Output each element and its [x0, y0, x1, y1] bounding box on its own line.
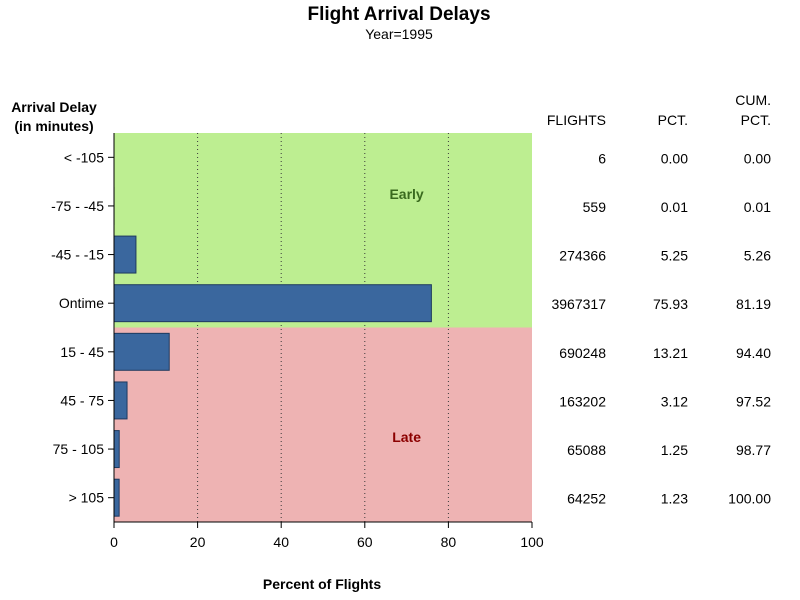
table-cell: 3.12: [661, 393, 688, 409]
bar: [113, 235, 137, 274]
table-cell: 0.00: [744, 150, 771, 166]
table-cell: 97.52: [736, 393, 771, 409]
y-axis-title-line2: (in minutes): [14, 118, 93, 134]
table-cell: 5.25: [661, 248, 688, 264]
table-header: PCT.: [741, 112, 771, 128]
x-axis: 0 20 40 60 80 100: [110, 521, 544, 550]
category-label: < -105: [64, 149, 104, 165]
x-tick-label: 0: [110, 534, 118, 550]
x-tick-label: 60: [357, 534, 373, 550]
y-axis-title-line1: Arrival Delay: [11, 99, 97, 115]
table-cell: 98.77: [736, 442, 771, 458]
table-cell: 559: [583, 199, 607, 215]
table-cell: 65088: [567, 442, 606, 458]
category-label: Ontime: [59, 295, 104, 311]
x-tick-label: 40: [273, 534, 289, 550]
category-label: > 105: [69, 490, 105, 506]
x-tick-label: 100: [520, 534, 544, 550]
table-header: FLIGHTS: [547, 112, 606, 128]
bar: [113, 332, 170, 371]
table-cell: 64252: [567, 491, 606, 507]
table-cell: 13.21: [653, 345, 688, 361]
table-cell: 1.25: [661, 442, 688, 458]
category-label: -45 - -15: [51, 247, 104, 263]
table-cell: 100.00: [728, 491, 771, 507]
table-cell: 75.93: [653, 296, 688, 312]
region-late: [114, 327, 532, 522]
data-table: FLIGHTS PCT. CUM. PCT. 6 0.00 0.00 559 0.01 0.01 2…: [547, 92, 771, 507]
bar: [113, 284, 432, 323]
category-label: -75 - -45: [51, 198, 104, 214]
table-cell: 274366: [559, 248, 606, 264]
table-cell: 5.26: [744, 248, 771, 264]
chart-subtitle: Year=1995: [365, 26, 433, 42]
table-cell: 163202: [559, 393, 606, 409]
plot-area: Early Late: [113, 133, 532, 522]
x-axis-title: Percent of Flights: [263, 576, 381, 592]
table-cell: 0.01: [744, 199, 771, 215]
table-cell: 6: [598, 150, 606, 166]
x-tick-label: 80: [441, 534, 457, 550]
table-cell: 0.00: [661, 150, 688, 166]
region-label-late: Late: [392, 429, 421, 445]
table-cell: 94.40: [736, 345, 771, 361]
table-cell: 0.01: [661, 199, 688, 215]
category-label: 15 - 45: [60, 344, 104, 360]
table-cell: 81.19: [736, 296, 771, 312]
table-header: PCT.: [658, 112, 688, 128]
table-cell: 690248: [559, 345, 606, 361]
bar: [113, 478, 120, 517]
x-tick-label: 20: [190, 534, 206, 550]
table-cell: 1.23: [661, 491, 688, 507]
bar: [113, 430, 120, 469]
y-axis: < -105 -75 - -45 -45 - -15 Ontime 15 - 45 45 …: [51, 133, 115, 522]
category-label: 75 - 105: [53, 441, 105, 457]
table-cell: 3967317: [551, 296, 606, 312]
table-header: CUM.: [735, 92, 771, 108]
bar: [113, 381, 128, 420]
category-label: 45 - 75: [60, 392, 104, 408]
chart-title: Flight Arrival Delays: [307, 4, 490, 25]
region-label-early: Early: [389, 186, 423, 202]
